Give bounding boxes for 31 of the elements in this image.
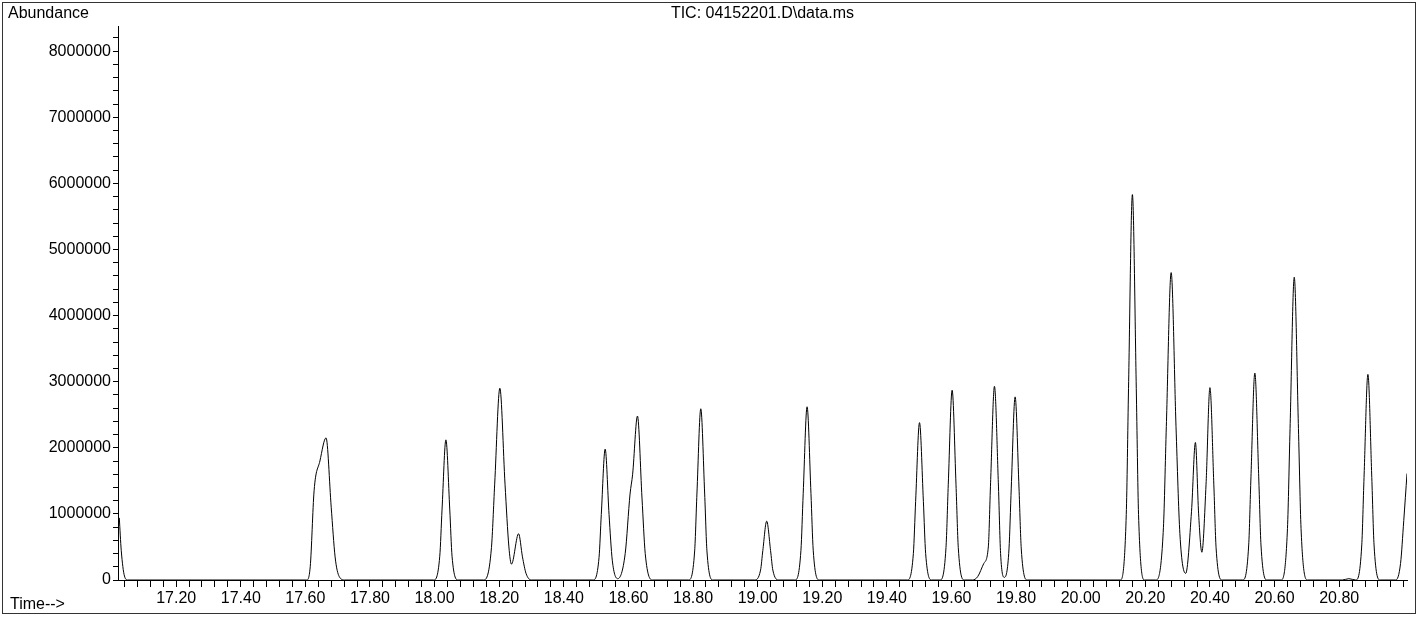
- x-tick-label: 19.60: [931, 589, 972, 607]
- y-axis-title: Abundance: [8, 4, 90, 21]
- x-tick-label: 19.40: [866, 589, 907, 607]
- x-tick-label: 19.00: [737, 589, 778, 607]
- y-tick-label: 6000000: [48, 173, 112, 191]
- y-tick-label: 8000000: [48, 41, 112, 59]
- x-tick-label: 17.20: [156, 589, 197, 607]
- y-tick-label: 0: [102, 570, 112, 588]
- x-tick-label: 17.40: [220, 589, 261, 607]
- x-tick-label: 19.20: [802, 589, 843, 607]
- x-tick-label: 18.20: [479, 589, 520, 607]
- x-axis-title: Time-->: [10, 595, 65, 612]
- y-tick-label: 4000000: [48, 305, 112, 323]
- y-tick-label: 2000000: [48, 438, 112, 456]
- x-tick-label: 18.00: [414, 589, 455, 607]
- y-tick-label: 7000000: [48, 107, 112, 125]
- y-tick-label: 1000000: [48, 504, 112, 522]
- x-tick-label: 17.80: [349, 589, 391, 607]
- x-tick-label: 17.60: [285, 589, 326, 607]
- x-tick-label: 20.00: [1060, 589, 1101, 607]
- x-tick-label: 19.80: [996, 589, 1037, 607]
- y-tick-label: 3000000: [48, 372, 112, 390]
- x-tick-label: 20.60: [1254, 589, 1295, 607]
- chart-title: TIC: 04152201.D\data.ms: [670, 4, 855, 21]
- x-tick-label: 20.40: [1189, 589, 1231, 607]
- x-tick-label: 20.20: [1125, 589, 1166, 607]
- x-tick-label: 18.80: [673, 589, 714, 607]
- x-tick-label: 18.60: [608, 589, 649, 607]
- x-tick-label: 18.40: [543, 589, 584, 607]
- y-tick-label: 5000000: [48, 239, 112, 257]
- x-tick-label: 20.80: [1319, 589, 1360, 607]
